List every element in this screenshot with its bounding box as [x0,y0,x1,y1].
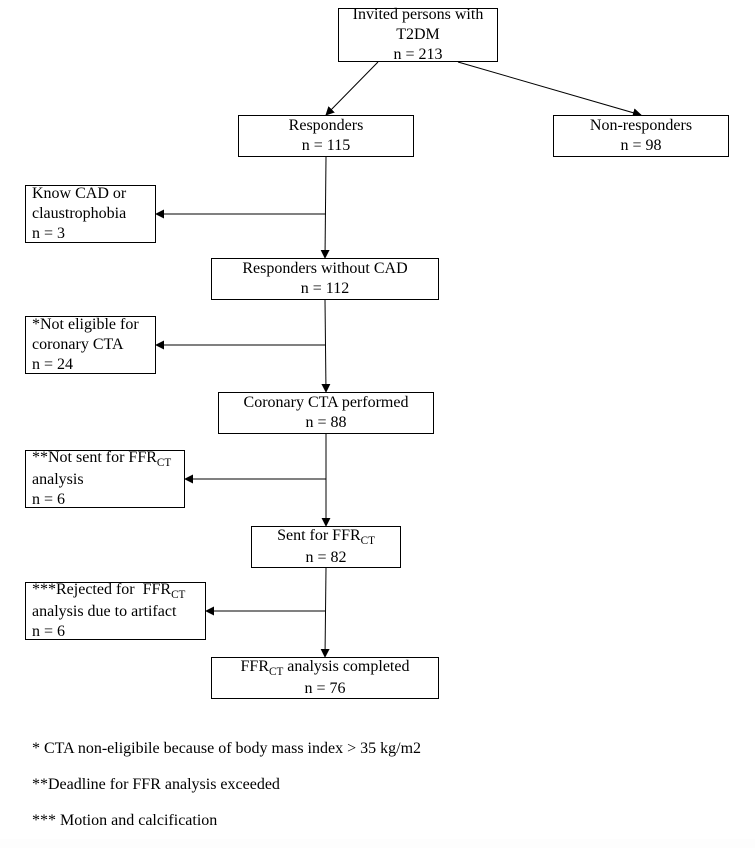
footnote-f3: *** Motion and calcification [32,812,712,830]
node-ex_cta: *Not eligible forcoronary CTAn = 24 [25,316,156,374]
node-resp_nocad: Responders without CADn = 112 [211,258,439,300]
node-ex_notsent: **Not sent for FFRCTanalysisn = 6 [25,450,185,508]
node-sent_ffr: Sent for FFRCTn = 82 [251,526,401,568]
footnote-f1: * CTA non-eligibile because of body mass… [32,740,712,758]
node-nonresponders: Non-respondersn = 98 [553,115,729,157]
footnote-f2: **Deadline for FFR analysis exceeded [32,776,712,794]
footnotes: * CTA non-eligibile because of body mass… [32,740,712,848]
node-responders: Respondersn = 115 [238,115,414,157]
node-invited: Invited persons withT2DMn = 213 [338,8,498,62]
flowchart-canvas: Invited persons withT2DMn = 213 Responder… [0,0,755,839]
node-ffr_done: FFRCT analysis completedn = 76 [211,657,439,699]
node-cta_done: Coronary CTA performedn = 88 [218,392,434,434]
node-ex_rejected: ***Rejected for FFRCTanalysis due to art… [25,582,206,640]
node-ex_cad: Know CAD orclaustrophobian = 3 [25,185,156,243]
